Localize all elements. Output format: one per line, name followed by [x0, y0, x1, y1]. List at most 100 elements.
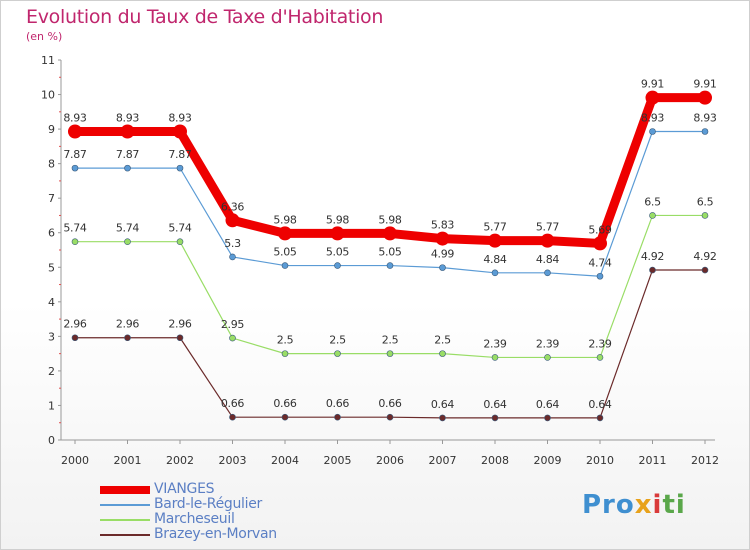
x-tick-label: 2005 — [324, 454, 352, 467]
data-label-3: 4.92 — [641, 250, 664, 263]
data-point-0 — [120, 124, 135, 139]
data-point-1 — [124, 164, 131, 172]
data-label-1: 4.84 — [536, 253, 560, 266]
data-point-1 — [439, 264, 446, 271]
data-point-1 — [71, 164, 79, 172]
data-point-3 — [229, 413, 236, 421]
data-label-3: 0.64 — [536, 398, 560, 411]
data-label-0: 9.91 — [641, 78, 664, 91]
data-point-2 — [124, 238, 131, 246]
data-label-0: 6.36 — [221, 200, 245, 213]
data-label-3: 0.66 — [221, 397, 245, 410]
data-point-3 — [281, 413, 289, 421]
legend-item-bard: Bard-le-Régulier — [100, 497, 400, 512]
y-tick-label: 11 — [41, 54, 55, 67]
x-tick-label: 2006 — [376, 454, 404, 467]
data-label-2: 5.74 — [116, 222, 140, 235]
data-label-0: 5.77 — [483, 221, 507, 234]
legend-item-vianges: VIANGES — [100, 482, 400, 497]
data-point-0 — [330, 226, 345, 241]
data-point-1 — [701, 128, 709, 135]
data-point-2 — [229, 334, 236, 342]
x-tick-label: 2010 — [586, 454, 614, 467]
data-point-2 — [649, 212, 656, 219]
data-point-0 — [488, 233, 502, 248]
data-label-2: 2.5 — [382, 334, 399, 347]
data-label-1: 4.99 — [431, 248, 455, 261]
y-tick-label: 6 — [48, 227, 55, 240]
data-point-3 — [439, 414, 446, 422]
legend-swatch-brazey — [100, 534, 150, 536]
data-label-0: 5.77 — [536, 221, 560, 234]
data-point-0 — [645, 90, 660, 105]
brand-logo: Proxiti — [582, 490, 686, 520]
data-label-3: 0.66 — [326, 397, 350, 410]
data-point-3 — [491, 414, 499, 422]
data-label-0: 5.98 — [326, 213, 350, 226]
legend: VIANGES Bard-le-Régulier Marcheseuil Bra… — [100, 482, 400, 542]
data-point-2 — [439, 350, 446, 357]
data-point-0 — [593, 236, 607, 251]
data-point-2 — [281, 350, 289, 357]
y-tick-label: 8 — [48, 158, 55, 171]
data-label-2: 6.5 — [644, 195, 661, 208]
legend-label-marcheseuil: Marcheseuil — [154, 511, 235, 527]
y-tick-label: 0 — [48, 434, 55, 447]
y-tick-label: 7 — [48, 192, 55, 205]
data-label-2: 2.5 — [277, 334, 294, 347]
data-point-0 — [173, 124, 187, 139]
data-point-2 — [334, 350, 341, 357]
data-point-3 — [701, 266, 709, 274]
data-label-0: 5.98 — [273, 213, 297, 226]
legend-item-marcheseuil: Marcheseuil — [100, 512, 400, 527]
y-tick-label: 2 — [48, 365, 55, 378]
data-label-2: 2.39 — [588, 337, 612, 350]
data-point-2 — [176, 238, 184, 246]
data-point-3 — [124, 334, 131, 342]
data-label-0: 9.91 — [693, 78, 716, 91]
data-label-2: 2.95 — [221, 318, 245, 331]
y-tick-label: 3 — [48, 330, 55, 343]
data-point-0 — [225, 213, 240, 228]
data-label-3: 0.66 — [378, 397, 402, 410]
data-label-1: 4.84 — [483, 253, 507, 266]
legend-item-brazey: Brazey-en-Morvan — [100, 527, 400, 542]
data-label-1: 7.87 — [63, 148, 87, 161]
data-point-3 — [596, 414, 604, 422]
data-label-2: 2.39 — [536, 337, 560, 350]
legend-swatch-bard — [100, 504, 150, 506]
data-label-3: 0.64 — [483, 398, 507, 411]
y-tick-label: 4 — [48, 296, 55, 309]
data-label-1: 5.3 — [224, 237, 241, 250]
x-tick-label: 2008 — [481, 454, 509, 467]
x-tick-label: 2011 — [639, 454, 667, 467]
brand-part-3: i — [652, 490, 663, 520]
data-point-2 — [701, 212, 709, 219]
y-tick-label: 9 — [48, 123, 55, 136]
x-tick-label: 2000 — [61, 454, 89, 467]
data-point-1 — [334, 262, 341, 269]
x-tick-label: 2012 — [691, 454, 719, 467]
brand-part-4: ti — [662, 490, 686, 520]
legend-swatch-marcheseuil — [100, 519, 150, 521]
data-label-2: 5.74 — [63, 222, 87, 235]
data-point-1 — [229, 253, 236, 261]
data-label-0: 8.93 — [116, 112, 140, 125]
data-point-0 — [383, 226, 397, 241]
data-point-2 — [386, 350, 394, 357]
data-label-1: 5.05 — [378, 246, 402, 259]
legend-label-brazey: Brazey-en-Morvan — [154, 526, 277, 542]
y-tick-label: 5 — [48, 261, 55, 274]
data-point-1 — [491, 269, 499, 277]
data-point-3 — [176, 334, 184, 342]
data-label-3: 0.66 — [273, 397, 297, 410]
data-label-2: 2.5 — [434, 334, 451, 347]
data-label-1: 7.87 — [168, 148, 192, 161]
data-point-3 — [649, 266, 656, 274]
data-point-1 — [649, 128, 656, 135]
data-label-2: 2.39 — [483, 337, 507, 350]
x-tick-label: 2009 — [534, 454, 562, 467]
data-point-3 — [386, 413, 394, 421]
chart-subtitle: (en %) — [26, 30, 63, 43]
